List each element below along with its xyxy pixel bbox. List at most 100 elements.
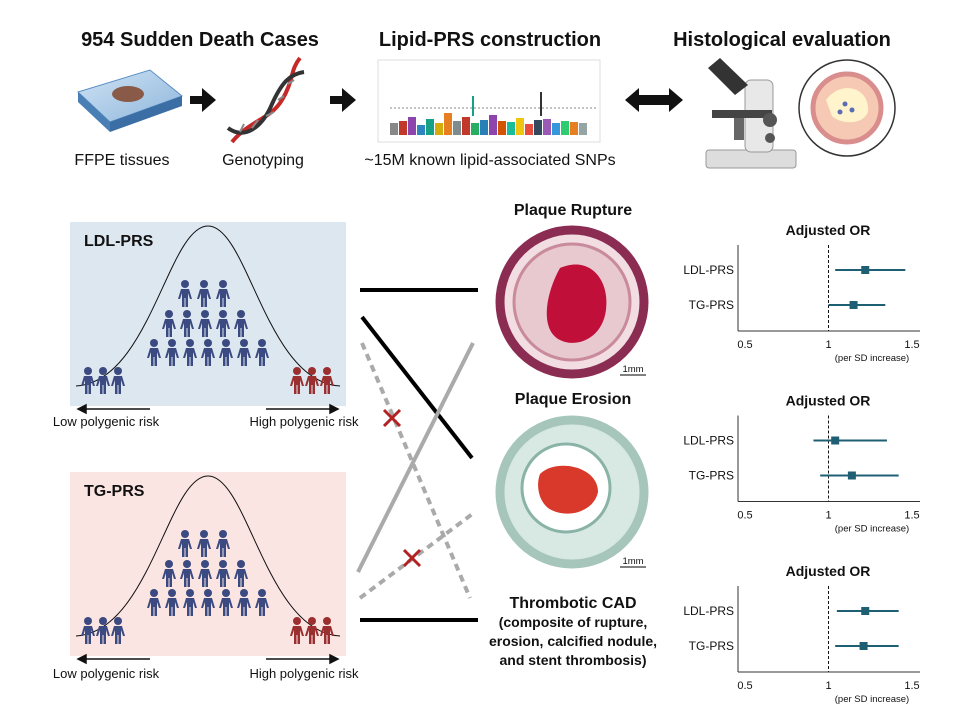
body xyxy=(81,376,95,394)
outcome-detail: erosion, calcified nodule, xyxy=(489,633,657,649)
head xyxy=(84,617,92,625)
snp-cluster xyxy=(444,113,452,135)
body xyxy=(305,376,319,394)
body xyxy=(255,598,269,616)
person-icon xyxy=(81,617,95,644)
person-icon xyxy=(201,589,215,616)
person-icon xyxy=(234,560,248,587)
x-tick-label: 0.5 xyxy=(737,510,752,522)
snp-cluster xyxy=(408,117,416,135)
head xyxy=(84,367,92,375)
head xyxy=(99,367,107,375)
head xyxy=(165,310,173,318)
body xyxy=(305,626,319,644)
head xyxy=(323,617,331,625)
head xyxy=(186,589,194,597)
plot-title: Adjusted OR xyxy=(786,563,871,579)
body xyxy=(216,539,230,557)
snp-cluster xyxy=(426,119,434,135)
point-estimate xyxy=(861,266,870,274)
body xyxy=(180,569,194,587)
person-icon xyxy=(255,339,269,366)
body xyxy=(201,598,215,616)
row-label: LDL-PRS xyxy=(683,604,734,618)
body xyxy=(234,569,248,587)
body xyxy=(183,348,197,366)
person-icon xyxy=(320,617,334,644)
head xyxy=(181,530,189,538)
head xyxy=(308,617,316,625)
person-icon xyxy=(305,617,319,644)
person-icon xyxy=(178,530,192,557)
person-icon xyxy=(219,589,233,616)
body xyxy=(96,376,110,394)
x-tick-label: 1.5 xyxy=(904,339,919,351)
person-icon xyxy=(255,589,269,616)
point-estimate xyxy=(859,642,868,650)
body xyxy=(219,598,233,616)
snp-cluster xyxy=(399,121,407,135)
x-tick-label: 1 xyxy=(825,339,831,351)
head xyxy=(293,367,301,375)
x-axis-label: (per SD increase) xyxy=(835,353,909,364)
body xyxy=(216,289,230,307)
outcome-title: Plaque Erosion xyxy=(515,391,631,408)
snp-cluster xyxy=(480,120,488,135)
snp-peak xyxy=(472,96,474,116)
head xyxy=(181,280,189,288)
head xyxy=(258,589,266,597)
manhattan-plot xyxy=(377,59,601,143)
body xyxy=(162,319,176,337)
head xyxy=(240,339,248,347)
head xyxy=(200,530,208,538)
person-icon xyxy=(180,310,194,337)
risk-label: High polygenic risk xyxy=(249,666,359,681)
person-icon xyxy=(197,280,211,307)
head xyxy=(150,589,158,597)
person-icon xyxy=(178,280,192,307)
double-arrow xyxy=(625,88,683,112)
snp-cluster xyxy=(489,115,497,135)
outcome-detail: and stent thrombosis) xyxy=(499,652,646,668)
person-icon xyxy=(219,339,233,366)
head xyxy=(219,280,227,288)
snp-cluster xyxy=(525,124,533,135)
body xyxy=(180,319,194,337)
vessel-inset xyxy=(798,59,896,157)
x-axis-label: (per SD increase) xyxy=(835,524,909,535)
point-estimate xyxy=(831,436,840,445)
person-icon xyxy=(320,367,334,394)
head xyxy=(204,589,212,597)
body xyxy=(147,598,161,616)
no-association-mark xyxy=(382,408,422,568)
person-icon xyxy=(290,367,304,394)
scale-label: 1mm xyxy=(622,556,643,567)
person-icon xyxy=(198,560,212,587)
body xyxy=(198,319,212,337)
head xyxy=(150,339,158,347)
snp-cluster xyxy=(570,122,578,135)
step-caption: ~15M known lipid-associated SNPs xyxy=(364,152,615,169)
head xyxy=(219,530,227,538)
body xyxy=(237,598,251,616)
body xyxy=(178,539,192,557)
plot-title: Adjusted OR xyxy=(786,393,871,409)
person-icon xyxy=(197,530,211,557)
microscope-icon xyxy=(705,58,797,169)
snp-cluster xyxy=(543,119,551,135)
person-icon xyxy=(165,339,179,366)
scale-bar xyxy=(618,363,648,569)
step-title: Histological evaluation xyxy=(673,29,891,51)
snp-cluster xyxy=(498,121,506,135)
body xyxy=(290,626,304,644)
x-tick-label: 1 xyxy=(825,510,831,522)
snp-cluster xyxy=(516,118,524,135)
person-icon xyxy=(198,310,212,337)
body xyxy=(165,348,179,366)
x-axis-label: (per SD increase) xyxy=(835,694,909,705)
person-icon xyxy=(162,310,176,337)
head xyxy=(201,560,209,568)
body xyxy=(198,569,212,587)
